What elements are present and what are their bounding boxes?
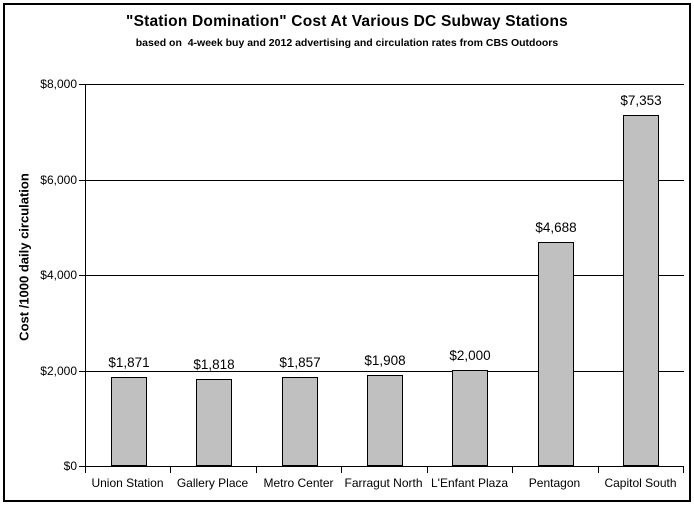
x-axis-category-label: Farragut North	[344, 476, 423, 490]
y-axis-tick-label: $4,000	[40, 268, 77, 282]
y-axis-tick-mark	[79, 371, 85, 372]
x-axis-tick-mark	[170, 467, 171, 473]
x-axis-category-label: Pentagon	[528, 476, 581, 490]
x-axis-category-label: L'Enfant Plaza	[430, 476, 508, 490]
y-axis-tick-mark	[79, 466, 85, 467]
y-axis-tick-label: $2,000	[40, 364, 77, 378]
x-axis-tick-mark	[427, 467, 428, 473]
bar-value-label: $2,000	[449, 348, 491, 363]
y-axis-tick-mark	[79, 275, 85, 276]
y-axis-tick-label: $6,000	[40, 173, 77, 187]
chart-title: "Station Domination" Cost At Various DC …	[126, 13, 568, 30]
y-axis-title: Cost /1000 daily circulation	[16, 173, 32, 341]
y-axis-tick-mark	[79, 84, 85, 85]
bar-value-label: $1,857	[279, 355, 321, 370]
y-axis-tick-label: $0	[63, 459, 77, 473]
x-axis-category-label: Union Station	[91, 476, 164, 490]
bar	[623, 115, 659, 466]
bar-value-label: $1,818	[193, 357, 235, 372]
bar	[196, 379, 232, 466]
x-axis-tick-mark	[598, 467, 599, 473]
bar-value-label: $4,688	[535, 220, 577, 235]
chart-border	[3, 3, 691, 502]
x-axis-category-label: Gallery Place	[176, 476, 249, 490]
bar	[367, 375, 403, 466]
plot-area: $1,871 $1,818 $1,857 $1,908 $2,000 $4,688 $7,3…	[85, 84, 684, 467]
bar-value-label: $1,908	[364, 353, 406, 368]
bar-value-label: $1,871	[108, 355, 150, 370]
chart-subtitle: based on 4-week buy and 2012 advertising…	[135, 37, 559, 49]
bar	[452, 370, 488, 466]
x-axis-tick-mark	[341, 467, 342, 473]
gridline	[86, 84, 684, 85]
gridline	[86, 180, 684, 181]
x-axis-tick-mark	[256, 467, 257, 473]
bar	[538, 242, 574, 466]
y-axis-tick-mark	[79, 180, 85, 181]
bar	[111, 377, 147, 466]
x-axis-category-label: Capitol South	[604, 476, 677, 490]
x-axis-tick-mark	[512, 467, 513, 473]
gridline	[86, 371, 684, 372]
x-axis-tick-mark	[85, 467, 86, 473]
gridline	[86, 275, 684, 276]
x-axis-category-label: Metro Center	[263, 476, 334, 490]
y-axis-tick-label: $8,000	[40, 77, 77, 91]
bar-value-label: $7,353	[620, 93, 662, 108]
x-axis-tick-mark	[683, 467, 684, 473]
bar	[282, 377, 318, 466]
